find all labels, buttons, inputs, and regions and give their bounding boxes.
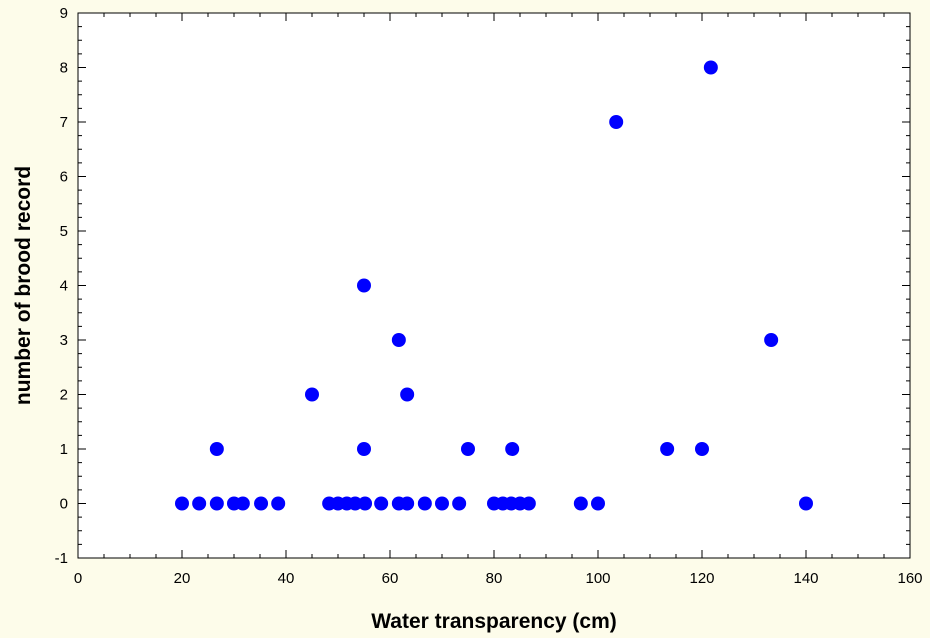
x-tick-label: 140 — [793, 570, 818, 587]
y-tick-label: 4 — [60, 278, 68, 295]
data-point — [357, 278, 371, 293]
y-tick-label: 0 — [60, 496, 68, 513]
data-point — [192, 496, 207, 511]
data-point — [452, 496, 467, 511]
data-point — [374, 496, 389, 511]
y-tick-label: 1 — [60, 441, 68, 458]
data-point — [271, 496, 286, 511]
data-point — [357, 442, 371, 456]
x-tick-label: 120 — [689, 570, 714, 587]
data-point — [461, 442, 475, 456]
y-tick-label: 6 — [60, 169, 68, 186]
y-tick-label: 2 — [60, 387, 68, 404]
y-axis-tick-labels: -1 0 1 2 3 4 5 6 7 8 9 — [55, 5, 68, 567]
x-tick-label: 100 — [585, 570, 610, 587]
data-point — [305, 387, 319, 402]
x-axis-tick-labels: 0 20 40 60 80 100 120 140 160 — [74, 570, 923, 587]
x-axis-title: Water transparency (cm) — [371, 610, 616, 633]
y-axis-ticks — [78, 12, 910, 559]
data-point — [175, 496, 189, 511]
x-tick-label: 60 — [382, 570, 399, 587]
data-point — [799, 496, 813, 511]
data-point — [609, 115, 624, 129]
data-point — [400, 496, 415, 511]
data-point — [358, 496, 373, 511]
data-point — [391, 333, 406, 347]
plot-area — [77, 12, 911, 559]
y-tick-label: 5 — [60, 223, 68, 240]
data-point — [591, 496, 605, 511]
data-point — [209, 442, 224, 456]
x-tick-label: 0 — [74, 570, 82, 587]
x-tick-label: 40 — [278, 570, 295, 587]
y-tick-label: -1 — [55, 550, 68, 567]
data-point — [254, 496, 269, 511]
data-point — [400, 387, 415, 402]
y-tick-label: 7 — [60, 114, 68, 131]
x-tick-label: 80 — [486, 570, 503, 587]
data-point — [209, 496, 224, 511]
data-points — [175, 60, 813, 511]
y-axis-title: number of brood record — [12, 166, 35, 405]
y-tick-label: 8 — [60, 60, 68, 77]
x-tick-label: 20 — [174, 570, 191, 587]
y-tick-label: 3 — [60, 332, 68, 349]
data-point — [573, 496, 588, 511]
data-point — [703, 60, 718, 75]
data-point — [521, 496, 536, 511]
x-tick-label: 160 — [897, 570, 922, 587]
data-point — [505, 442, 520, 456]
data-point — [695, 442, 709, 456]
data-point — [435, 496, 449, 511]
data-point — [348, 496, 363, 511]
x-axis-ticks — [77, 13, 911, 558]
y-tick-label: 9 — [60, 5, 68, 22]
data-point — [235, 496, 250, 511]
data-point — [417, 496, 432, 511]
data-point — [660, 442, 675, 456]
data-point — [764, 333, 779, 347]
